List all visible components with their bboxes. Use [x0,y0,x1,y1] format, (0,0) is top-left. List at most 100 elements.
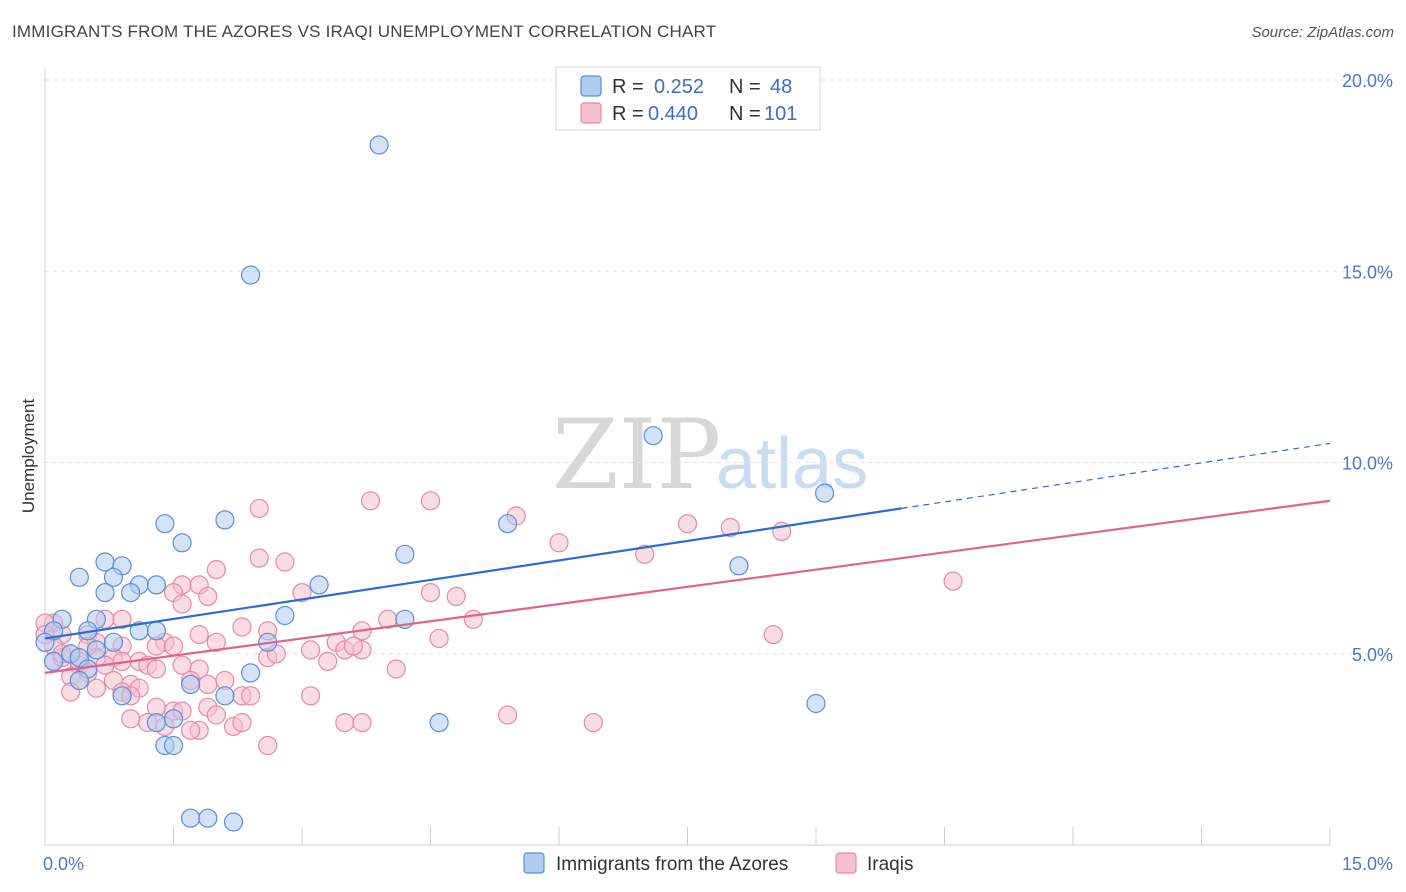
gridlines [45,79,1392,655]
iraqis-point-73 [301,686,321,706]
legend-swatch-pink [580,102,602,124]
legend-r-value-1: 0.252 [654,76,704,98]
azores-point-47 [198,808,218,828]
iraqis-point-5 [720,517,740,538]
iraqis-point-87 [583,712,603,733]
iraqis-point-35 [429,628,449,649]
y-tick-label-20: 20.0% [1342,71,1393,91]
azores-point-28 [103,632,124,652]
legend-n-label-1: N = [729,76,761,98]
azores-point-8 [395,544,415,564]
iraqis-point-24 [463,609,483,629]
azores-point-40 [146,712,166,733]
azores-point-48 [223,812,244,832]
x-tick-label-min: 0.0% [43,854,84,874]
azores-point-45 [163,735,184,756]
watermark-zip: ZIP [552,399,721,511]
iraqis-point-22 [112,609,132,629]
iraqis-point-84 [335,712,355,733]
azores-point-18 [309,575,329,595]
series-legend: Immigrants from the Azores Iraqis [523,852,913,875]
azores-point-11 [729,556,749,576]
azores-point-25 [146,621,166,641]
legend-n-label-2: N = [729,103,761,125]
legend-swatch-blue [580,75,602,97]
iraqis-point-86 [498,705,518,725]
iraqis-point-78 [121,709,141,729]
bottom-legend-swatch-blue [523,852,545,874]
azores-point-43 [806,693,826,714]
legend-n-value-1: 48 [770,76,792,98]
iraqis-point-8 [635,544,655,564]
azores-point-38 [112,686,132,706]
azores-point-5 [215,510,235,530]
iraqis-point-41 [163,636,184,656]
iraqis-point-85 [352,712,372,733]
azores-trend-line [44,507,902,640]
iraqis-point-20 [172,594,192,614]
iraqis-point-4 [677,514,698,534]
azores-trend-extension [901,442,1331,509]
azores-point-6 [498,514,518,534]
iraqis-point-97 [198,674,218,695]
azores-point-41 [163,709,184,729]
iraqis-point-11 [206,559,226,580]
azores-point-39 [215,686,235,706]
iraqis-point-12 [943,571,963,591]
iraqis-point-42 [301,640,321,660]
legend-r-label-1: R = [612,76,644,98]
bottom-legend-label-azores: Immigrants from the Azores [556,854,788,875]
azores-point-33 [43,651,64,672]
iraqis-point-10 [275,552,295,572]
iraqis-point-72 [241,686,261,706]
iraqis-point-17 [292,582,312,603]
legend-n-value-2: 101 [764,103,797,125]
x-tick-label-max: 15.0% [1342,854,1393,874]
iraqis-point-33 [206,632,226,652]
chart-source: Source: ZipAtlas.com [1251,24,1394,41]
iraqis-point-25 [232,617,252,637]
iraqis-point-1 [249,498,269,518]
azores-point-19 [275,605,295,626]
iraqis-point-3 [420,491,441,511]
azores-point-31 [35,632,55,652]
chart-title: IMMIGRANTS FROM THE AZORES VS IRAQI UNEM… [12,22,717,41]
azores-point-15 [146,575,166,595]
iraqis-point-18 [420,582,441,603]
iraqis-point-2 [360,491,381,511]
watermark-atlas: atlas [716,424,868,504]
y-axis-label: Unemployment [19,399,38,514]
azores-point-17 [121,582,141,603]
iraqis-point-7 [549,533,569,553]
azores-point-12 [69,567,89,587]
iraqis-point-16 [198,586,218,607]
axes [44,68,1331,846]
iraqis-point-80 [206,705,226,725]
azores-point-13 [103,567,124,587]
azores-point-30 [86,640,107,660]
legend-r-value-2: 0.440 [648,103,698,125]
azores-point-16 [95,582,115,603]
iraqis-point-90 [258,735,278,756]
correlation-legend: R = 0.252 N = 48 R = 0.440 N = 101 [555,66,821,131]
azores-point-35 [69,670,89,691]
iraqis-point-36 [763,624,783,645]
azores-point-1 [241,265,261,285]
azores-point-36 [181,674,201,695]
azores-point-37 [241,663,261,683]
iraqis-point-99 [343,636,363,656]
iraqis-point-50 [318,651,338,672]
bottom-legend-label-iraqis: Iraqis [867,854,913,875]
y-tick-label-15: 15.0% [1342,262,1393,282]
azores-point-3 [814,483,835,503]
trend-lines [44,442,1331,674]
azores-points [35,135,835,832]
iraqis-point-65 [386,659,406,679]
azores-point-2 [643,426,663,446]
iraqis-point-67 [86,678,107,698]
legend-r-label-2: R = [612,103,644,125]
iraqis-point-53 [146,659,166,679]
iraqis-point-83 [232,712,252,733]
bottom-legend-swatch-pink [835,852,857,874]
